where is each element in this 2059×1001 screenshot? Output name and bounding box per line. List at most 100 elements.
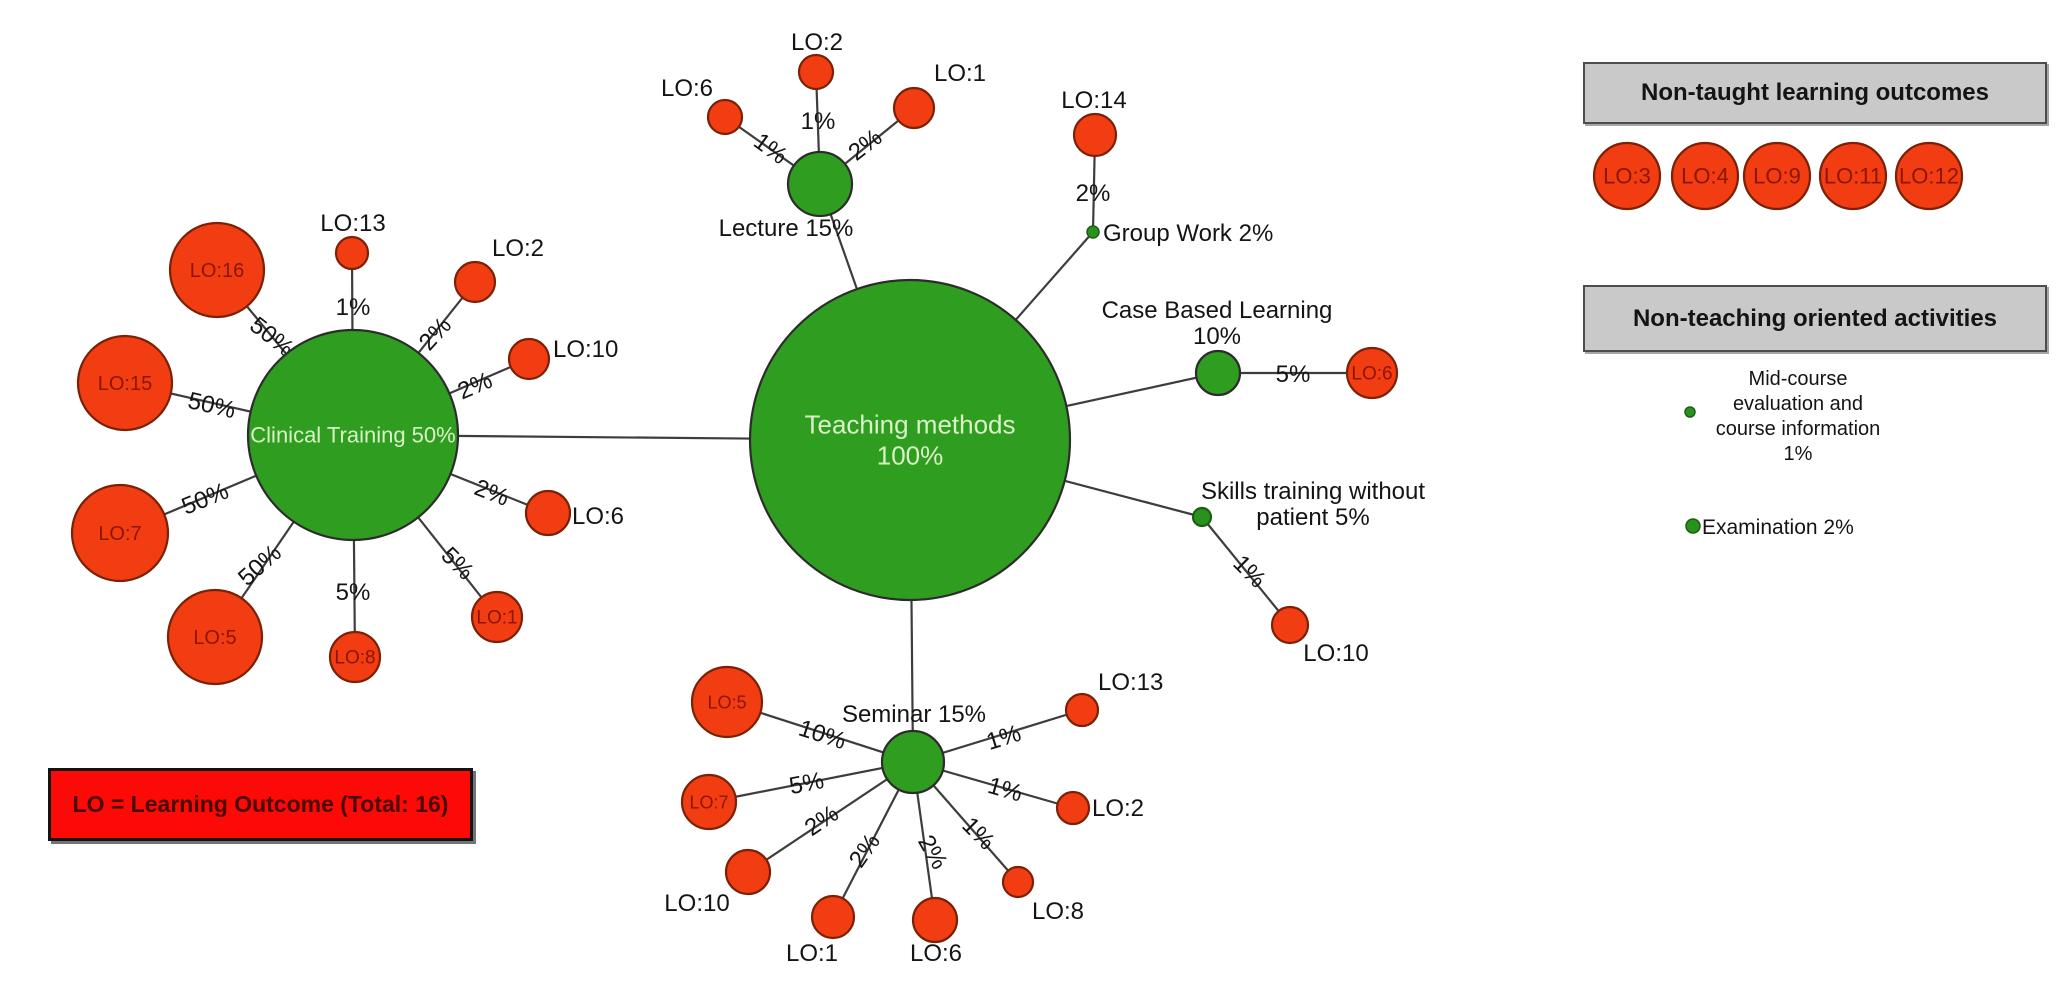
node-label-teaching: 100%: [877, 441, 944, 471]
node-clinical: [246, 328, 460, 542]
outside-label-skills: Skills training without: [1201, 478, 1425, 505]
node-cl-lo2: [453, 260, 497, 304]
edge-percentage-label: 2%: [912, 830, 953, 874]
node-cl-lo6: [524, 489, 572, 537]
edge-percentage-label: 2%: [844, 829, 886, 873]
node-label-cbl-lo6: LO:6: [1351, 364, 1392, 385]
node-cl-lo15: [76, 334, 174, 432]
node-label-cl-lo5: LO:5: [193, 627, 236, 649]
outside-label-cl-lo6: LO:6: [572, 503, 624, 530]
outside-label-sk-lo10: LO:10: [1303, 640, 1368, 667]
edge-percentage-label: 5%: [1276, 361, 1311, 388]
outside-label-skills: patient 5%: [1256, 504, 1369, 531]
outside-label-lec-lo2: LO:2: [791, 29, 843, 56]
outside-label-cl-lo2: LO:2: [492, 235, 544, 262]
node-label-cl-lo16: LO:16: [190, 260, 244, 282]
edge-skills-sk-lo10: [1201, 516, 1291, 626]
outside-label-cl-lo13: LO:13: [320, 210, 385, 237]
legend-non-teaching-title: Non-teaching oriented activities: [1632, 304, 1998, 332]
node-gw-lo14: [1072, 112, 1118, 158]
edge-percentage-label: 2%: [454, 367, 496, 405]
edge-seminar-sem-lo7: [708, 760, 914, 804]
node-label-legend-lo9: LO:9: [1753, 164, 1801, 189]
outside-label-sem-lo8: LO:8: [1032, 898, 1084, 925]
edge-percentage-label: 5%: [336, 579, 371, 606]
learning-outcome-note-box: LO = Learning Outcome (Total: 16): [48, 768, 473, 841]
edge-seminar-sem-lo10: [747, 761, 914, 873]
node-legend-lo4: [1670, 141, 1740, 211]
node-lec-lo6: [706, 98, 744, 136]
node-cl-lo8: [328, 630, 382, 684]
node-label-clinical: Clinical Training 50%: [250, 423, 455, 448]
edge-percentage-label: 50%: [233, 539, 287, 591]
node-sem-lo10: [724, 848, 772, 896]
node-cl-lo7: [70, 483, 170, 583]
outside-label-group-work: Group Work 2%: [1103, 220, 1273, 247]
edge-percentage-label: 2%: [800, 800, 844, 842]
node-legend-lo11: [1818, 141, 1888, 211]
outside-label-lecture: Lecture 15%: [719, 215, 854, 242]
outside-label-cbl: Case Based Learning: [1102, 297, 1333, 324]
node-sem-lo1: [810, 894, 856, 940]
edge-percentage-label: 1%: [336, 294, 371, 321]
edge-percentage-label: 5%: [787, 767, 826, 800]
node-sem-lo7: [680, 773, 738, 831]
outside-label-legend-midcourse-dot: Mid-course: [1749, 368, 1848, 390]
node-legend-exam-dot: [1685, 518, 1701, 534]
outside-label-seminar: Seminar 15%: [842, 701, 986, 728]
edge-percentage-label: 1%: [748, 128, 792, 170]
outside-label-legend-midcourse-dot: 1%: [1784, 443, 1813, 465]
outside-label-sem-lo6: LO:6: [910, 940, 962, 967]
node-label-legend-lo12: LO:12: [1899, 164, 1959, 189]
node-label-cl-lo1: LO:1: [476, 608, 517, 629]
node-lec-lo1: [892, 86, 936, 130]
edge-percentage-label: 1%: [983, 720, 1024, 756]
outside-label-legend-midcourse-dot: course information: [1716, 418, 1881, 440]
outside-label-lec-lo1: LO:1: [934, 60, 986, 87]
node-seminar: [880, 729, 946, 795]
outside-label-legend-exam-dot: Examination 2%: [1702, 516, 1854, 539]
node-cbl-lo6: [1345, 346, 1399, 400]
edge-percentage-label: 50%: [185, 387, 238, 424]
edge-percentage-label: 50%: [178, 478, 233, 521]
node-legend-lo3: [1592, 141, 1662, 211]
node-label-sem-lo5: LO:5: [707, 692, 746, 712]
node-cbl: [1194, 349, 1242, 397]
node-lec-lo2: [797, 53, 835, 91]
node-label-cl-lo8: LO:8: [334, 648, 375, 669]
node-label-legend-lo11: LO:11: [1824, 164, 1882, 189]
node-legend-lo9: [1742, 141, 1812, 211]
node-sk-lo10: [1270, 605, 1310, 645]
node-teaching: [748, 278, 1072, 602]
learning-outcome-note-text: LO = Learning Outcome (Total: 16): [72, 791, 449, 817]
node-label-cl-lo7: LO:7: [98, 523, 141, 545]
node-label-legend-lo3: LO:3: [1603, 164, 1651, 189]
outside-label-cbl: 10%: [1193, 323, 1241, 350]
outside-label-sem-lo13: LO:13: [1098, 669, 1163, 696]
node-cl-lo16: [168, 221, 266, 319]
outside-label-sem-lo2: LO:2: [1092, 795, 1144, 822]
edge-percentage-label: 1%: [801, 108, 836, 135]
node-cl-lo10: [507, 337, 551, 381]
node-label-teaching: Teaching methods: [804, 410, 1015, 440]
outside-label-sem-lo1: LO:1: [786, 940, 838, 967]
node-sem-lo8: [1001, 865, 1035, 899]
outside-label-sem-lo10: LO:10: [664, 890, 729, 917]
outside-label-cl-lo10: LO:10: [553, 336, 618, 363]
outside-label-legend-midcourse-dot: evaluation and: [1733, 393, 1863, 415]
node-legend-midcourse-dot: [1684, 406, 1696, 418]
node-lecture: [786, 150, 854, 218]
node-cl-lo5: [166, 588, 264, 686]
node-skills: [1191, 506, 1213, 528]
legend-non-taught-header: Non-taught learning outcomes: [1583, 62, 2047, 124]
node-sem-lo13: [1064, 692, 1100, 728]
legend-non-taught-title: Non-taught learning outcomes: [1641, 79, 1989, 106]
node-label-legend-lo4: LO:4: [1681, 164, 1729, 189]
node-sem-lo6: [911, 896, 959, 944]
node-label-cl-lo15: LO:15: [98, 373, 152, 395]
node-cl-lo1: [470, 590, 524, 644]
node-label-sem-lo7: LO:7: [689, 792, 728, 812]
legend-non-teaching-header: Non-teaching oriented activities: [1583, 285, 2047, 352]
